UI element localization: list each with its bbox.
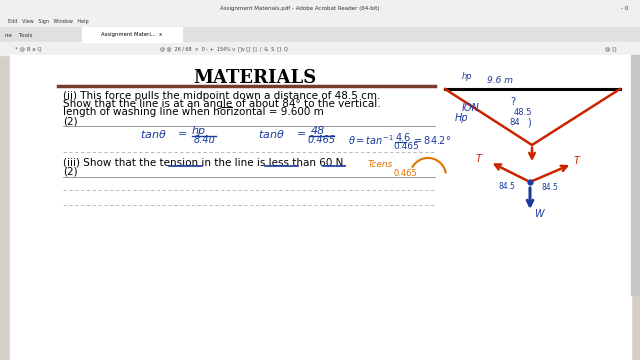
Text: ): )	[527, 117, 531, 127]
Text: 4.6: 4.6	[396, 133, 412, 143]
Text: 84.5: 84.5	[499, 181, 516, 190]
Bar	[0, 27, 640, 42]
Text: T: T	[476, 154, 482, 164]
Text: $tan\theta$: $tan\theta$	[258, 128, 285, 140]
Text: ION: ION	[462, 103, 480, 113]
Text: Edit   View   Sign   Window   Help: Edit View Sign Window Help	[8, 18, 88, 23]
Text: 0.465: 0.465	[394, 168, 418, 177]
Text: ?: ?	[510, 97, 515, 107]
Text: (iii) Show that the tension in the line is less than 60 N.: (iii) Show that the tension in the line …	[63, 157, 347, 167]
Text: - 0: - 0	[621, 5, 628, 10]
Text: 8.4u: 8.4u	[194, 135, 216, 145]
Text: * @ B a Q: * @ B a Q	[15, 46, 42, 51]
Text: 0.465: 0.465	[308, 135, 336, 145]
Text: MATERIALS: MATERIALS	[193, 69, 317, 87]
Text: 0.465: 0.465	[393, 141, 419, 150]
Text: (ii) This force pulls the midpoint down a distance of 48.5 cm.: (ii) This force pulls the midpoint down …	[63, 91, 380, 101]
Bar	[631, 55, 640, 295]
Bar	[82, 27, 182, 42]
Text: 84.5: 84.5	[542, 183, 559, 192]
Text: Assignment Materi...  x: Assignment Materi... x	[101, 32, 163, 37]
Text: W: W	[534, 209, 543, 219]
Bar	[0, 15, 640, 27]
Text: =: =	[297, 129, 307, 139]
Text: @ []: @ []	[605, 46, 616, 51]
Text: Tcens: Tcens	[368, 159, 394, 168]
Text: $\theta = tan^{-1}$: $\theta = tan^{-1}$	[348, 133, 394, 147]
Text: $= 84.2°$: $= 84.2°$	[412, 134, 451, 146]
Text: length of washing line when horizontal = 9.600 m: length of washing line when horizontal =…	[63, 107, 324, 117]
Bar	[10, 55, 631, 360]
Text: hp: hp	[462, 72, 472, 81]
Text: 84: 84	[509, 117, 520, 126]
Text: (2): (2)	[63, 166, 77, 176]
Text: @ @  26 / 68  >  0 - +  154% v  []v []  []  /  &  S  []  Q: @ @ 26 / 68 > 0 - + 154% v []v [] [] / &…	[160, 46, 288, 51]
Text: 9.6 m: 9.6 m	[487, 76, 513, 85]
Text: $tan\theta$: $tan\theta$	[140, 128, 167, 140]
Bar	[0, 0, 640, 15]
Text: Assignment Materials.pdf - Adobe Acrobat Reader (64-bit): Assignment Materials.pdf - Adobe Acrobat…	[220, 5, 380, 10]
Text: (2): (2)	[63, 116, 77, 126]
Text: T: T	[574, 156, 580, 166]
Text: 48.5: 48.5	[514, 108, 532, 117]
Text: Hp: Hp	[455, 113, 468, 123]
Text: 48: 48	[311, 126, 325, 136]
Text: hp: hp	[192, 126, 206, 136]
Text: =: =	[178, 129, 188, 139]
Text: ne    Tools: ne Tools	[5, 32, 33, 37]
Text: Show that the line is at an angle of about 84° to the vertical.: Show that the line is at an angle of abo…	[63, 99, 381, 109]
Bar	[0, 42, 640, 55]
